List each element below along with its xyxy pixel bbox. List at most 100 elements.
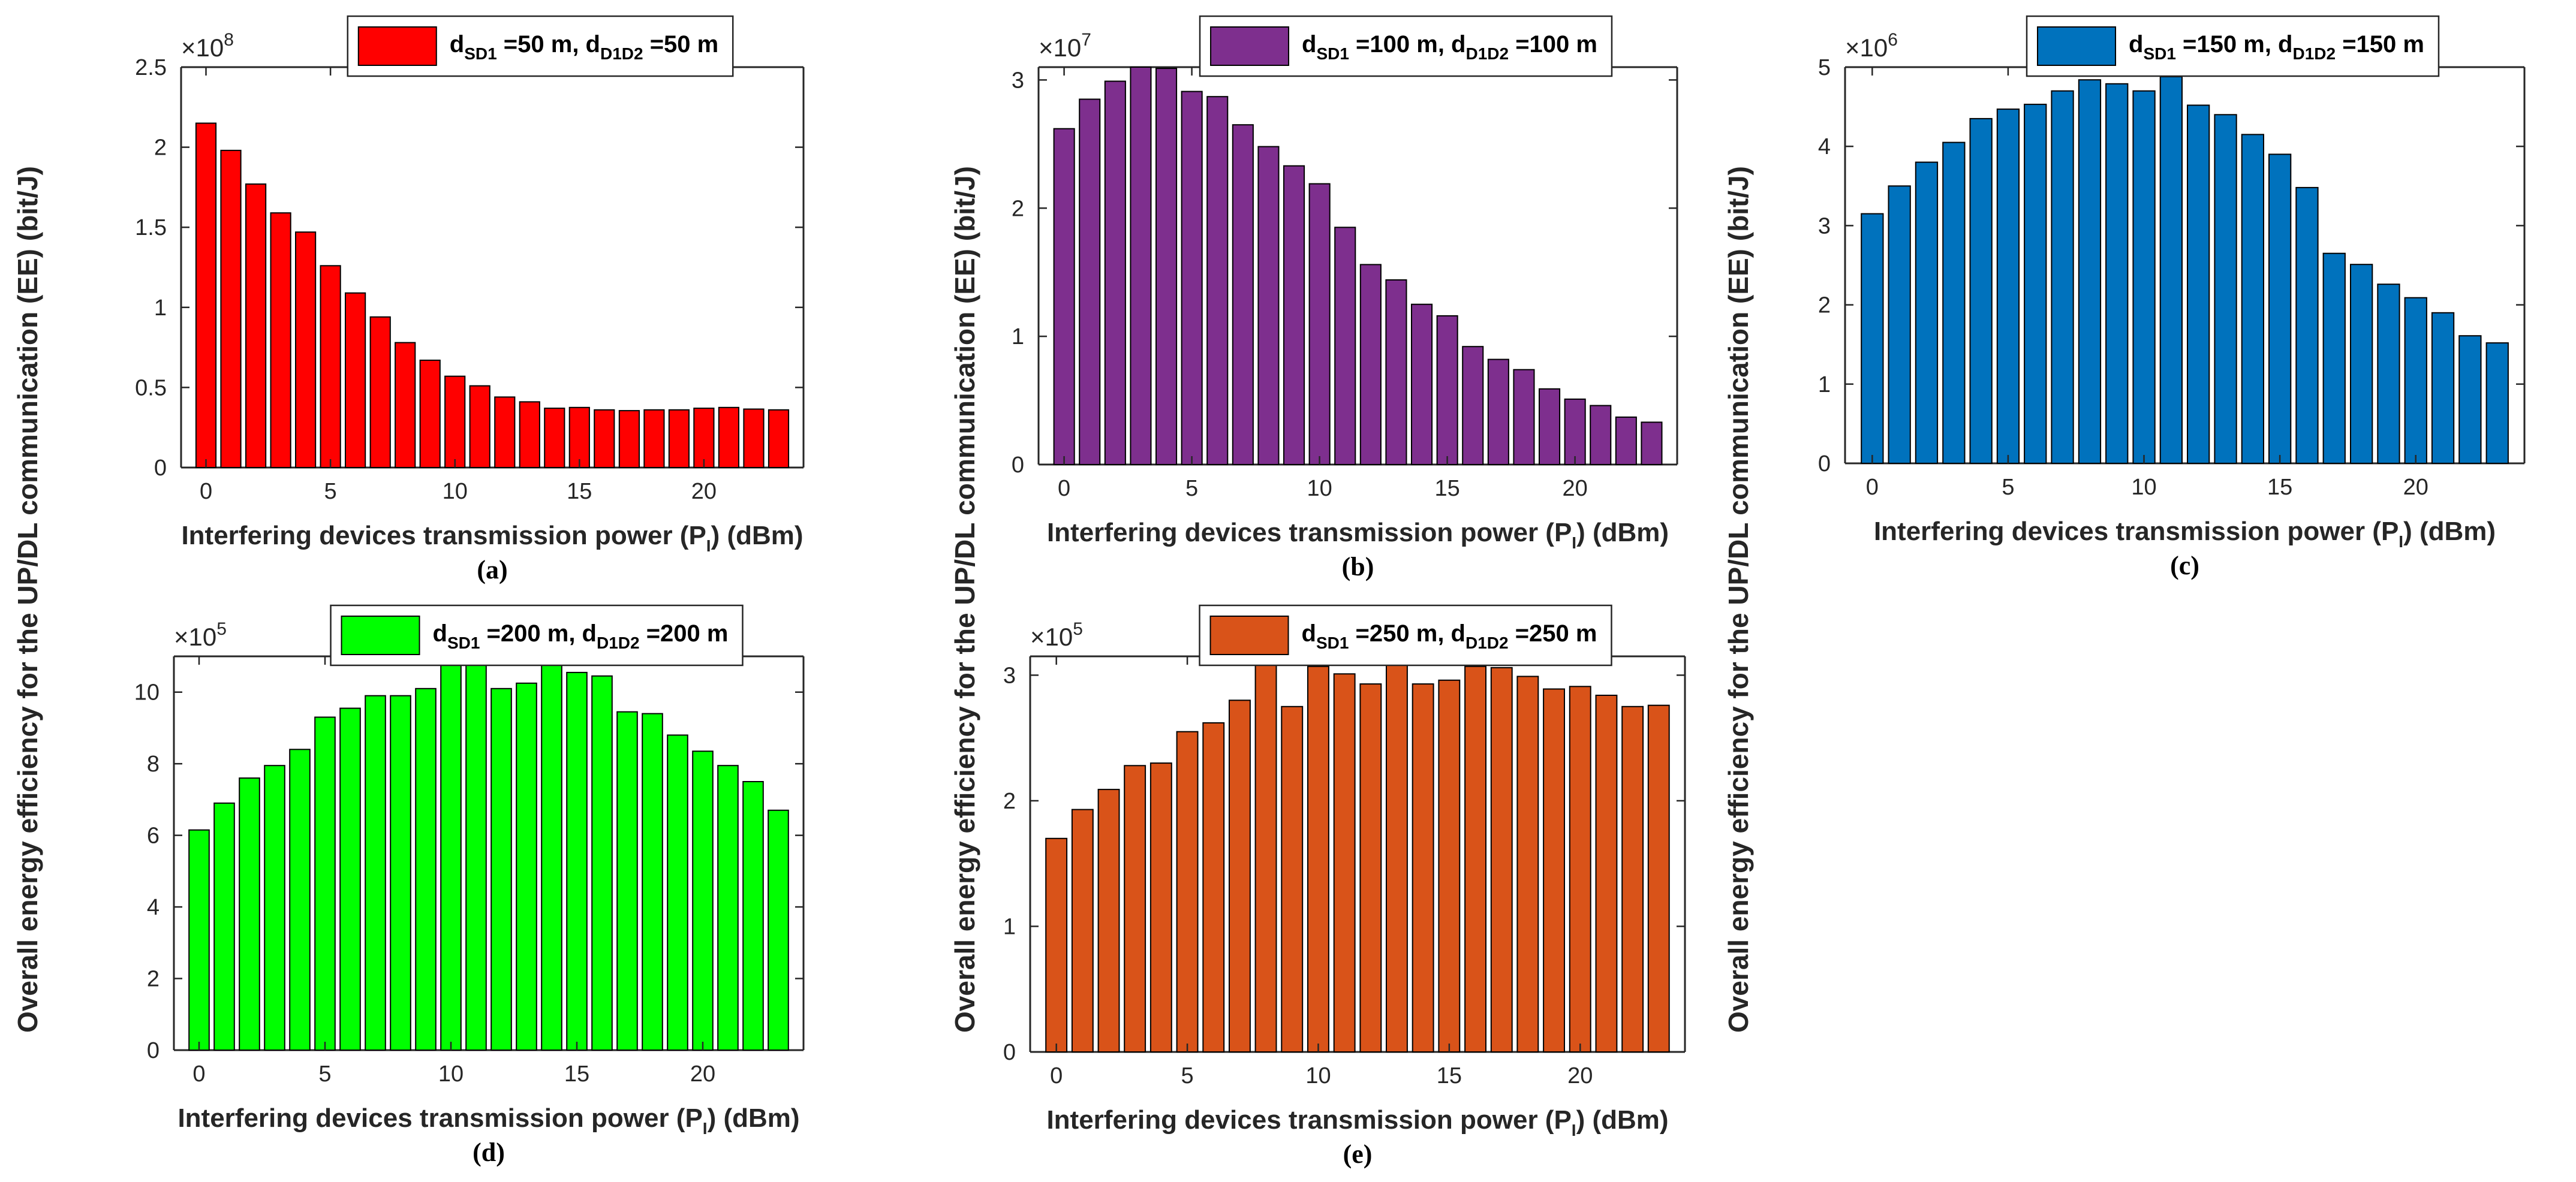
bar bbox=[1487, 358, 1509, 465]
x-tick-label: 10 bbox=[1305, 1063, 1331, 1088]
bar bbox=[544, 408, 565, 468]
bar bbox=[320, 265, 341, 468]
bar bbox=[419, 360, 441, 468]
bar bbox=[1385, 279, 1407, 465]
bar bbox=[289, 749, 311, 1051]
bar bbox=[2485, 342, 2509, 464]
bar bbox=[1206, 96, 1229, 465]
bar bbox=[2241, 134, 2264, 464]
y-tick-label: 0 bbox=[154, 456, 167, 481]
y-exponent-label: ×105 bbox=[1030, 619, 1083, 651]
y-tick-label: 1 bbox=[154, 296, 167, 321]
bar bbox=[1513, 369, 1535, 466]
chart-panel-b: 0 1 2 3 0 5 10 15 20 ×107 Interfering devices tran… bbox=[949, 15, 1678, 1033]
bar bbox=[2051, 90, 2074, 464]
bar bbox=[1359, 683, 1382, 1053]
bar bbox=[314, 716, 336, 1051]
y-tick-label: 0 bbox=[1003, 1040, 1016, 1065]
panel-label: (c) bbox=[2170, 551, 2199, 580]
bar bbox=[220, 149, 242, 468]
bar bbox=[1516, 676, 1539, 1053]
bar bbox=[1149, 762, 1172, 1053]
bar bbox=[365, 695, 386, 1051]
y-tick-label: 2 bbox=[154, 135, 167, 161]
legend-label: dSD1 =50 m, dD1D2 =50 m bbox=[450, 31, 718, 63]
legend-box bbox=[347, 15, 734, 77]
bar bbox=[1641, 421, 1663, 466]
bar bbox=[2105, 83, 2129, 465]
bar bbox=[1615, 416, 1637, 466]
y-tick-label: 2 bbox=[147, 967, 160, 992]
bar bbox=[2132, 90, 2156, 464]
bar bbox=[1155, 68, 1178, 466]
bar bbox=[444, 375, 466, 469]
bar bbox=[616, 711, 638, 1051]
x-axis-label: Interfering devices transmission power (… bbox=[1047, 518, 1669, 552]
bar bbox=[415, 688, 437, 1051]
bar bbox=[2295, 186, 2319, 464]
bar bbox=[693, 408, 715, 468]
bar bbox=[668, 409, 690, 468]
y-tick-label: 1 bbox=[1012, 324, 1024, 349]
x-axis-label: Interfering devices transmission power (… bbox=[1874, 517, 2496, 551]
bar bbox=[1438, 679, 1461, 1053]
bar bbox=[264, 765, 285, 1051]
bar bbox=[692, 750, 714, 1051]
y-exponent-label: ×106 bbox=[1845, 30, 1898, 62]
bar bbox=[1308, 183, 1331, 465]
chart-panel-e: 0 1 2 3 0 5 10 15 20 ×105 Interfering devices tran… bbox=[1003, 604, 1686, 1169]
x-tick-label: 0 bbox=[1058, 476, 1070, 501]
bar bbox=[591, 675, 613, 1051]
legend: dSD1 =150 m, dD1D2 =150 m bbox=[2026, 15, 2440, 77]
legend-label: dSD1 =150 m, dD1D2 =150 m bbox=[2129, 31, 2424, 63]
bar bbox=[642, 713, 663, 1051]
bar bbox=[213, 802, 235, 1051]
legend-swatch bbox=[1210, 26, 1290, 66]
panel-label: (d) bbox=[473, 1138, 505, 1167]
legend-swatch bbox=[1209, 616, 1289, 655]
bar bbox=[742, 781, 764, 1051]
panel-label: (a) bbox=[477, 555, 507, 584]
x-tick-label: 0 bbox=[1050, 1063, 1063, 1088]
bar bbox=[1130, 67, 1152, 465]
y-exponent-label: ×108 bbox=[181, 30, 234, 62]
bar bbox=[1124, 765, 1146, 1053]
bar bbox=[1564, 398, 1586, 466]
x-tick-label: 20 bbox=[690, 1062, 715, 1087]
bar bbox=[369, 316, 391, 468]
y-tick-label: 0.5 bbox=[135, 375, 167, 400]
bar bbox=[2322, 252, 2346, 464]
bar bbox=[1569, 686, 1591, 1053]
bar bbox=[768, 409, 790, 468]
y-tick-label: 3 bbox=[1003, 663, 1016, 688]
bar bbox=[1543, 688, 1566, 1053]
bar bbox=[2078, 79, 2102, 464]
bar bbox=[1333, 673, 1356, 1053]
bar bbox=[2377, 284, 2400, 464]
bar bbox=[1334, 227, 1356, 465]
bar bbox=[1232, 124, 1254, 465]
x-tick-label: 20 bbox=[691, 479, 717, 504]
bar bbox=[768, 809, 789, 1051]
legend-swatch bbox=[357, 26, 437, 66]
y-tick-label: 3 bbox=[1012, 68, 1024, 93]
y-tick-label: 2 bbox=[1012, 196, 1024, 221]
bar bbox=[2024, 104, 2047, 465]
y-tick-label: 4 bbox=[1818, 134, 1831, 159]
bar bbox=[618, 410, 640, 468]
bar bbox=[1181, 91, 1203, 466]
y-axis-label: Overall energy efficiency for the UP/DL … bbox=[949, 166, 980, 1033]
x-tick-label: 15 bbox=[564, 1062, 589, 1087]
x-axis-label: Interfering devices transmission power (… bbox=[1046, 1105, 1668, 1139]
x-tick-label: 20 bbox=[2403, 475, 2428, 500]
panel-label: (e) bbox=[1343, 1139, 1373, 1169]
chart-panel-c: 0 1 2 3 4 5 0 5 10 15 20 ×106 Interfering devices tr… bbox=[1723, 15, 2526, 1033]
x-tick-label: 15 bbox=[1434, 476, 1459, 501]
x-tick-label: 0 bbox=[192, 1062, 205, 1087]
bar bbox=[1539, 388, 1561, 465]
bar bbox=[718, 406, 740, 468]
bar bbox=[1969, 117, 1993, 464]
x-tick-label: 15 bbox=[567, 479, 592, 504]
bar bbox=[2187, 104, 2210, 464]
x-tick-label: 20 bbox=[1562, 476, 1587, 501]
